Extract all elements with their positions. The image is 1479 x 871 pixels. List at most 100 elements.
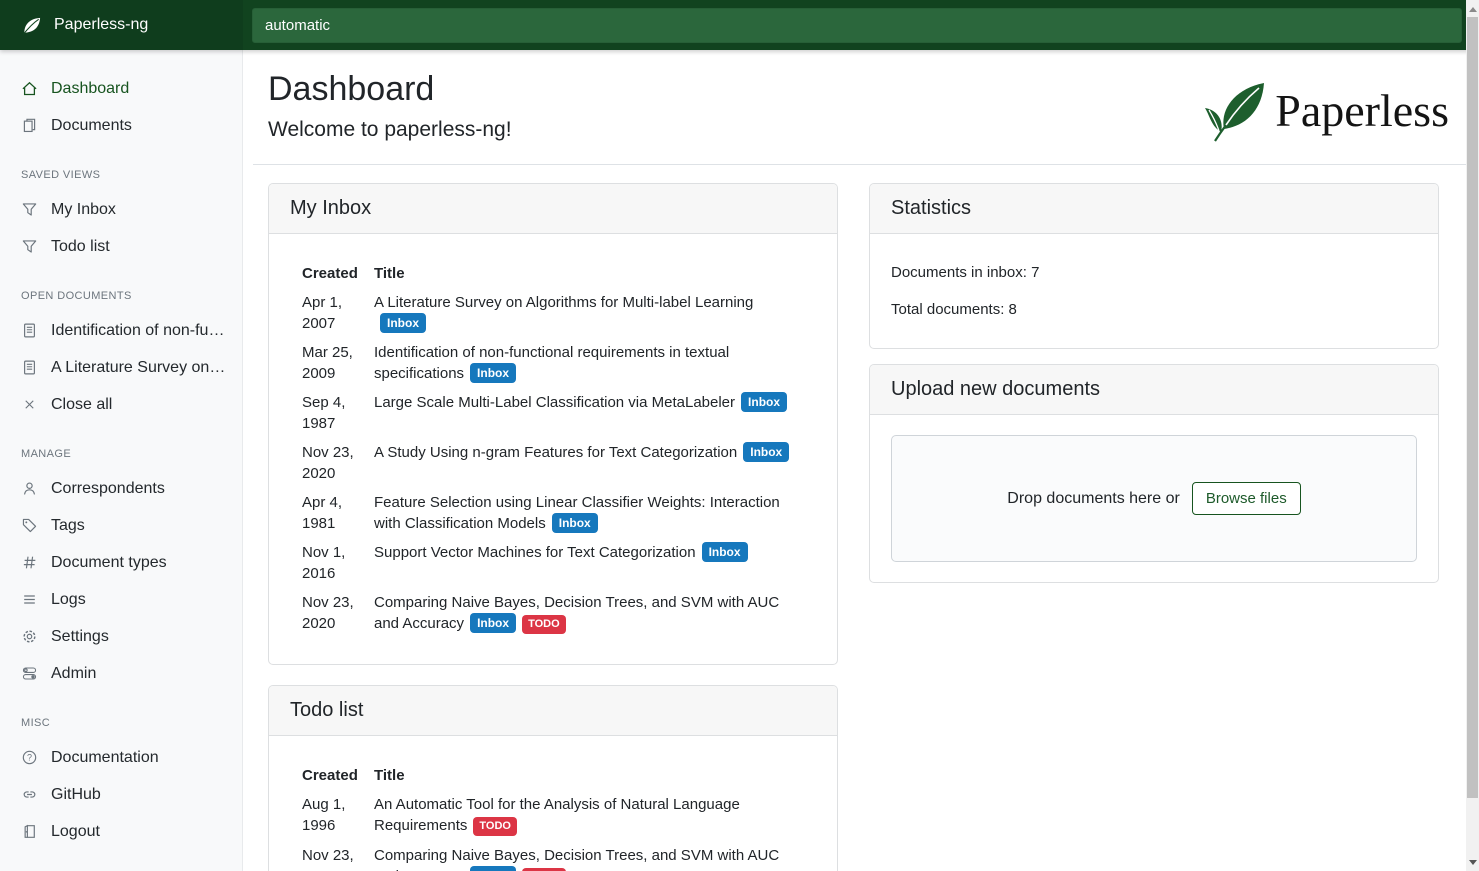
sidebar-item-documentation[interactable]: ? Documentation: [0, 739, 242, 776]
document-link[interactable]: Support Vector Machines for Text Categor…: [374, 544, 696, 561]
brand[interactable]: Paperless-ng: [0, 0, 243, 50]
document-link[interactable]: A Study Using n-gram Features for Text C…: [374, 444, 738, 461]
table-row: Apr 4, 1981 Feature Selection using Line…: [294, 488, 812, 538]
sidebar-open-doc-2[interactable]: A Literature Survey on Algori...: [0, 349, 242, 386]
created-cell: Nov 1, 2016: [302, 544, 346, 582]
inbox-badge: Inbox: [470, 363, 517, 383]
sidebar-item-dashboard[interactable]: Dashboard: [0, 70, 242, 107]
stat-documents-in-inbox: Documents in inbox: 7: [891, 264, 1040, 281]
document-link[interactable]: Comparing Naive Bayes, Decision Trees, a…: [374, 847, 780, 871]
sidebar-item-logout[interactable]: Logout: [0, 813, 242, 850]
table-row: Aug 1, 1996 An Automatic Tool for the An…: [294, 790, 812, 841]
leaf-icon: [20, 14, 43, 37]
column-header-title: Title: [374, 265, 405, 282]
column-header-title: Title: [374, 767, 405, 784]
inbox-badge: Inbox: [470, 866, 517, 871]
table-row: Sep 4, 1987 Large Scale Multi-Label Clas…: [294, 388, 812, 438]
scrollbar-down-arrow[interactable]: [1466, 855, 1479, 869]
sidebar-item-label: Admin: [51, 665, 97, 682]
document-link[interactable]: An Automatic Tool for the Analysis of Na…: [374, 796, 740, 834]
section-misc: MISC: [21, 717, 51, 729]
person-icon: [21, 480, 38, 497]
inbox-badge: Inbox: [741, 392, 788, 412]
funnel-icon: [21, 201, 38, 218]
sidebar-item-todo-list[interactable]: Todo list: [0, 228, 242, 265]
inbox-badge: Inbox: [743, 442, 790, 462]
scrollbar-thumb[interactable]: [1467, 17, 1478, 798]
sidebar-item-label: Identification of non-functio...: [51, 322, 228, 339]
sidebar-item-correspondents[interactable]: Correspondents: [0, 470, 242, 507]
sidebar-item-github[interactable]: GitHub: [0, 776, 242, 813]
sidebar-close-all[interactable]: Close all: [0, 386, 242, 423]
sidebar-item-label: Logout: [51, 823, 100, 840]
file-text-icon: [21, 322, 38, 339]
main-content: Dashboard Welcome to paperless-ng! Pape: [243, 50, 1479, 871]
file-text-icon: [21, 359, 38, 376]
page-heading-block: Dashboard Welcome to paperless-ng!: [268, 62, 512, 142]
upload-card-title: Upload new documents: [870, 365, 1438, 415]
document-link[interactable]: Identification of non-functional require…: [374, 344, 730, 382]
list-icon: [21, 591, 38, 608]
section-manage: MANAGE: [21, 448, 72, 460]
documents-icon: [21, 117, 38, 134]
search-input[interactable]: [252, 8, 1462, 43]
sidebar-open-doc-1[interactable]: Identification of non-functio...: [0, 312, 242, 349]
section-open-documents: OPEN DOCUMENTS: [21, 290, 132, 302]
toggles-icon: [21, 665, 38, 682]
browse-files-button[interactable]: Browse files: [1191, 482, 1301, 515]
column-header-created: Created: [302, 265, 358, 282]
table-row: Nov 23, 2020 A Study Using n-gram Featur…: [294, 438, 812, 488]
todo-list-card-title: Todo list: [269, 686, 837, 736]
todo-list-card: Todo list Created Title: [268, 685, 838, 871]
todo-table: Created Title Aug 1, 1996 An Automatic T…: [294, 761, 812, 871]
inbox-badge: Inbox: [380, 313, 426, 333]
my-inbox-card-title: My Inbox: [269, 184, 837, 234]
table-row: Nov 23, 2020 Comparing Naive Bayes, Deci…: [294, 841, 812, 871]
dropzone-text: Drop documents here or: [1007, 489, 1180, 507]
sidebar-item-admin[interactable]: Admin: [0, 655, 242, 692]
sidebar-item-label: A Literature Survey on Algori...: [51, 359, 228, 376]
sidebar-item-logs[interactable]: Logs: [0, 581, 242, 618]
my-inbox-card: My Inbox Created Title: [268, 183, 838, 665]
top-navbar: Paperless-ng: [0, 0, 1479, 50]
funnel-icon: [21, 238, 38, 255]
page-title: Dashboard: [268, 70, 435, 108]
created-cell: Apr 4, 1981: [302, 494, 343, 532]
brand-title: Paperless-ng: [54, 16, 149, 33]
document-link[interactable]: Feature Selection using Linear Classifie…: [374, 494, 780, 532]
logo-leaf-icon: [1201, 76, 1275, 144]
paperless-logo: Paperless: [1201, 76, 1449, 144]
sidebar-item-label: Close all: [51, 396, 113, 413]
sidebar-item-tags[interactable]: Tags: [0, 507, 242, 544]
tag-icon: [21, 517, 38, 534]
link-icon: [21, 786, 38, 803]
sidebar-item-settings[interactable]: Settings: [0, 618, 242, 655]
section-saved-views: SAVED VIEWS: [21, 169, 101, 181]
sidebar-item-label: Dashboard: [51, 80, 130, 97]
upload-card: Upload new documents Drop documents here…: [869, 364, 1439, 583]
sidebar-item-documents[interactable]: Documents: [0, 107, 242, 144]
inbox-badge: Inbox: [701, 542, 748, 562]
document-link[interactable]: Comparing Naive Bayes, Decision Trees, a…: [374, 594, 780, 632]
inbox-badge: Inbox: [551, 513, 598, 533]
table-row: Mar 25, 2009 Identification of non-funct…: [294, 338, 812, 388]
document-link[interactable]: A Literature Survey on Algorithms for Mu…: [374, 294, 754, 311]
sidebar-item-document-types[interactable]: Document types: [0, 544, 242, 581]
created-cell: Mar 25, 2009: [302, 344, 353, 382]
sidebar-item-label: Tags: [51, 517, 85, 534]
statistics-card: Statistics Documents in inbox: 7 Total d…: [869, 183, 1439, 349]
vertical-scrollbar[interactable]: [1466, 0, 1479, 871]
sidebar-item-my-inbox[interactable]: My Inbox: [0, 191, 242, 228]
scrollbar-up-arrow[interactable]: [1466, 2, 1479, 16]
page-subtitle: Welcome to paperless-ng!: [268, 118, 512, 141]
column-header-created: Created: [302, 767, 358, 784]
content-divider: [253, 164, 1469, 165]
svg-text:?: ?: [27, 753, 32, 763]
table-row: Apr 1, 2007 A Literature Survey on Algor…: [294, 288, 812, 338]
sidebar-item-label: GitHub: [51, 786, 101, 803]
sidebar-item-label: Documentation: [51, 749, 159, 766]
document-link[interactable]: Large Scale Multi-Label Classification v…: [374, 394, 736, 411]
upload-dropzone[interactable]: Drop documents here or Browse files: [891, 435, 1417, 562]
created-cell: Aug 1, 1996: [302, 796, 346, 834]
sidebar-item-label: Logs: [51, 591, 86, 608]
